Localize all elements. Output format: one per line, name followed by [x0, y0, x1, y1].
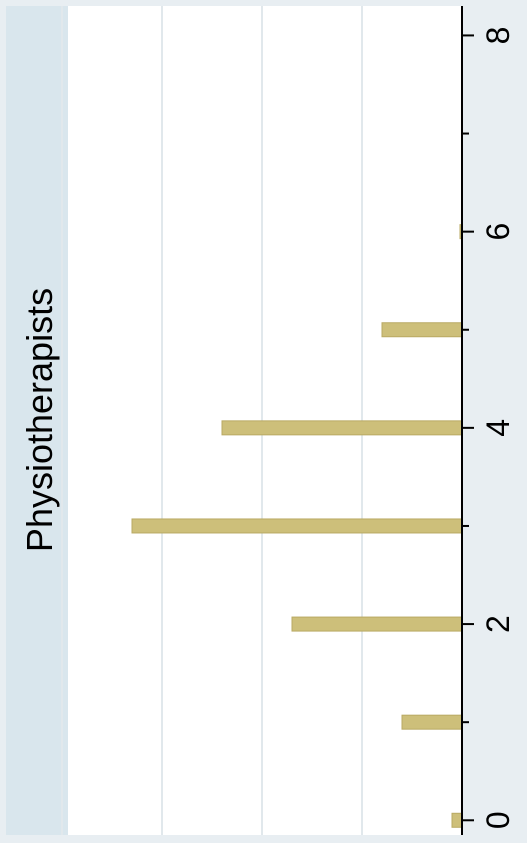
chart-title: Physiotherapists — [19, 288, 60, 552]
tick-label-2: 2 — [480, 615, 516, 633]
bar-5 — [381, 322, 463, 338]
title-strip — [6, 6, 68, 835]
tick-label-4: 4 — [480, 419, 516, 437]
tick-label-8: 8 — [480, 27, 516, 45]
x-axis-ticks: 0 2 4 6 8 — [462, 27, 516, 829]
bar-2 — [291, 616, 463, 632]
tick-label-6: 6 — [480, 223, 516, 241]
gridlines — [61, 6, 363, 835]
bar-0 — [451, 812, 463, 828]
bar-1 — [401, 714, 463, 730]
bar-4 — [221, 420, 463, 436]
tick-label-0: 0 — [480, 811, 516, 829]
bar-3 — [131, 518, 463, 534]
